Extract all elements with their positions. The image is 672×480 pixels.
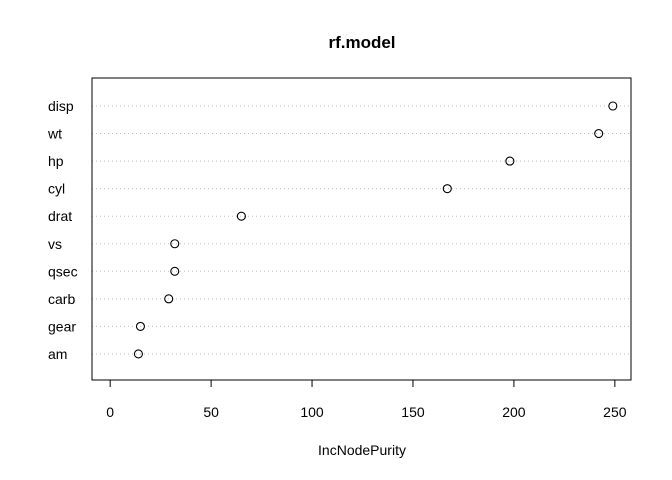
x-tick-label: 250 [603,404,627,420]
category-label: cyl [48,181,65,197]
data-point [236,211,246,221]
x-tick-label: 50 [203,404,219,420]
data-point [164,294,174,304]
category-label: hp [48,153,64,169]
x-tick-label: 100 [300,404,324,420]
category-label: carb [48,291,75,307]
chart-title: rf.model [328,33,395,52]
x-tick-label: 200 [502,404,526,420]
category-label: drat [48,208,72,224]
data-point [594,129,604,139]
data-points [133,101,618,359]
data-point [170,266,180,276]
category-label: qsec [48,263,78,279]
data-point [170,239,180,249]
category-label: gear [48,318,76,334]
data-point [608,101,618,111]
data-point [505,156,515,166]
x-axis: 0 50 100 150 200 250 [106,379,627,420]
data-point [133,349,143,359]
category-label: vs [48,236,62,252]
category-labels: disp wt hp cyl drat vs qsec carb gear am [47,98,78,362]
x-tick-label: 0 [106,404,114,420]
category-label: disp [48,98,74,114]
guide-lines [92,105,631,355]
plot-box [91,77,632,381]
x-tick-label: 150 [401,404,425,420]
data-point [442,184,452,194]
category-label: wt [47,126,62,142]
data-point [135,321,145,331]
x-axis-label: IncNodePurity [318,442,406,458]
category-label: am [48,346,67,362]
